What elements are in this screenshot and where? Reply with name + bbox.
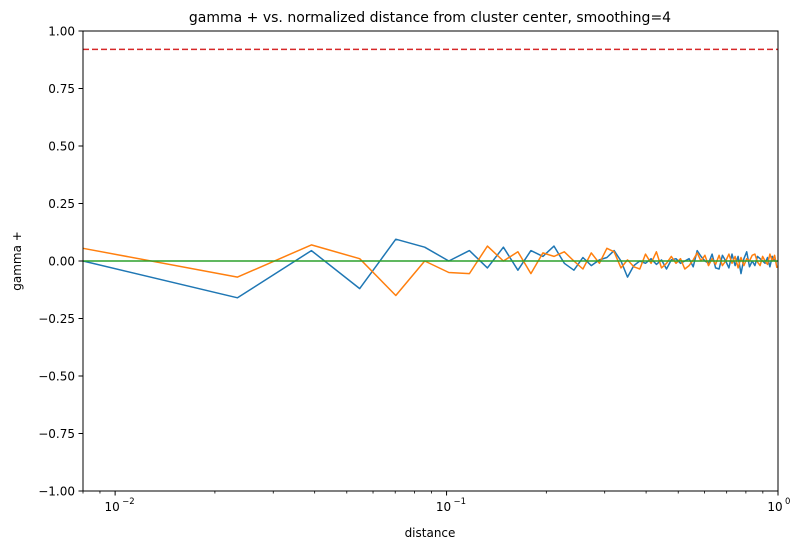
x-tick-label: 10: [436, 500, 451, 514]
x-tick-label: 10: [767, 500, 782, 514]
plot-frame: [82, 30, 779, 492]
series-line-2: [82, 244, 778, 297]
x-axis-label: distance: [405, 526, 456, 540]
x-tick-label: 10: [104, 500, 119, 514]
y-axis-label: gamma +: [10, 231, 24, 291]
y-tick-label: 0.00: [48, 255, 75, 269]
y-tick-label: −0.75: [38, 427, 75, 441]
y-tick-label: −0.50: [38, 370, 75, 384]
x-axis-ticks: 10 −2 10 −1 10 0: [82, 491, 790, 514]
y-tick-label: −0.25: [38, 312, 75, 326]
chart-title: gamma + vs. normalized distance from clu…: [189, 10, 671, 26]
y-tick-label: 0.25: [48, 197, 75, 211]
y-tick-label: 1.00: [48, 25, 75, 39]
x-tick-exponent: 0: [785, 497, 790, 507]
x-tick-exponent: −1: [454, 497, 467, 507]
y-tick-label: −1.00: [38, 485, 75, 499]
y-tick-label: 0.75: [48, 82, 75, 96]
y-tick-label: 0.50: [48, 140, 75, 154]
series-line-1: [82, 238, 778, 299]
plot-area: [82, 48, 778, 299]
y-axis-ticks: −1.00 −0.75 −0.50 −0.25 0.00 0.25 0.50 0.75 1.00: [38, 25, 83, 499]
x-tick-exponent: −2: [122, 497, 135, 507]
